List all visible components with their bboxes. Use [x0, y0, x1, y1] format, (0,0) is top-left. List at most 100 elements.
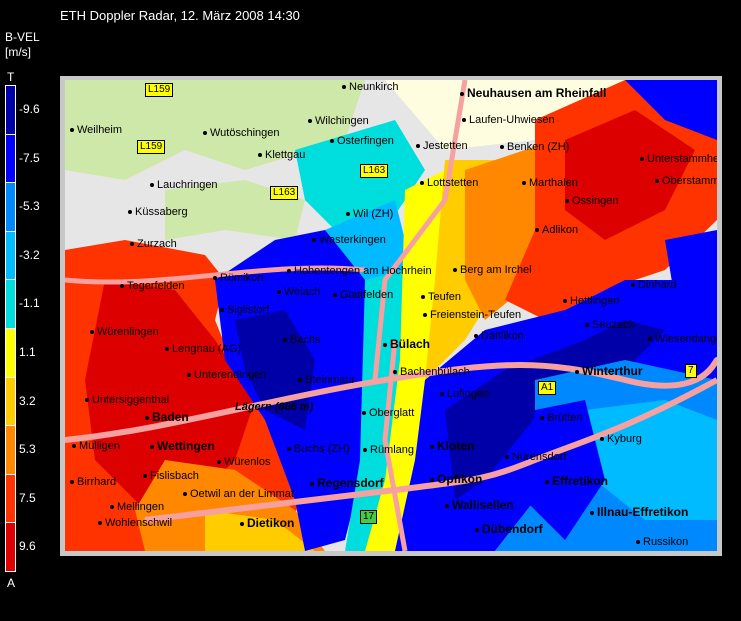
- place-label: Wettingen: [150, 440, 215, 453]
- place-label: Weiach: [277, 286, 320, 299]
- place-label: Lengnau (AG): [165, 343, 241, 356]
- legend-swatch: 9.6: [5, 522, 36, 572]
- place-label: Benken (ZH): [500, 141, 569, 154]
- place-label: Bachenbülach: [393, 366, 470, 379]
- place-label: Oberstammheim: [655, 175, 717, 188]
- place-label: Tegerfelden: [120, 280, 185, 293]
- legend-label: 7.5: [19, 490, 36, 505]
- place-label: Weilheim: [70, 124, 122, 137]
- place-label: Teufen: [421, 291, 461, 304]
- place-label: Wallisellen: [445, 499, 514, 512]
- echo-region: [625, 80, 717, 140]
- place-label: Russikon: [636, 536, 688, 549]
- legend-swatch: -7.5: [5, 133, 40, 183]
- legend-unit: [m/s]: [5, 45, 31, 59]
- legend-label: -3.2: [19, 247, 40, 262]
- place-label: Ossingen: [565, 195, 618, 208]
- legend-label: 1.1: [19, 344, 36, 359]
- legend-swatch: -1.1: [5, 279, 40, 328]
- place-label: Adlikon: [535, 224, 578, 237]
- place-label: Wutöschingen: [203, 127, 280, 140]
- legend-swatch: 3.2: [5, 376, 36, 426]
- place-label: Wiesendangen: [648, 333, 717, 346]
- place-label: Rümikon: [213, 272, 263, 285]
- page-title: ETH Doppler Radar, 12. März 2008 14:30: [60, 8, 300, 23]
- place-label: Fislisbach: [143, 470, 199, 483]
- road-label: A1: [538, 381, 557, 395]
- place-label: Baden: [145, 411, 189, 424]
- legend-bottom-label: A: [7, 576, 16, 590]
- road-label: L163: [270, 186, 299, 200]
- place-label: Zurzach: [130, 238, 177, 251]
- place-label: Buchs (ZH): [287, 443, 350, 456]
- echo-region: [525, 400, 605, 540]
- place-label: Opfikon: [430, 473, 482, 486]
- place-label: Dättlikon: [474, 330, 524, 343]
- place-label: Illnau-Effretikon: [590, 506, 688, 519]
- place-label: Lottstetten: [420, 177, 478, 190]
- road-label: 7: [685, 364, 697, 378]
- road-label: L159: [145, 83, 174, 97]
- road-line: [65, 357, 717, 443]
- place-label: Jestetten: [416, 140, 468, 153]
- road-label: 17: [360, 510, 378, 524]
- place-label: Untersiggenthal: [85, 394, 169, 407]
- place-label: Glattfelden: [333, 289, 393, 302]
- place-label: Laufen-Uhwiesen: [462, 114, 555, 127]
- place-label: Kloten: [430, 440, 474, 453]
- place-label: Marthalen: [522, 177, 578, 190]
- place-label: Kyburg: [600, 433, 642, 446]
- legend-label: -5.3: [19, 199, 40, 214]
- legend-quantity: B-VEL: [5, 30, 40, 44]
- place-label: Würenlingen: [90, 326, 159, 339]
- place-label: Dinhard: [631, 279, 677, 292]
- legend-label: -9.6: [19, 102, 40, 116]
- place-label: Berg am Irchel: [453, 264, 532, 277]
- place-label: Seuzach: [585, 319, 635, 332]
- place-label: Brütten: [540, 412, 582, 425]
- place-label: Bachs: [283, 334, 321, 347]
- place-label: Würenlos: [217, 456, 270, 469]
- place-label: Bülach: [383, 338, 430, 351]
- place-label: Oetwil an der Limmat: [183, 488, 294, 501]
- radar-map-frame: L159 L159 L163 L163 A1 17 7 Neunkirch Neu…: [60, 76, 722, 556]
- legend-label: 5.3: [19, 442, 36, 457]
- legend-label: -1.1: [19, 296, 40, 311]
- legend-swatch: -9.6: [5, 85, 40, 134]
- legend-label: 9.6: [19, 539, 36, 554]
- place-label: Oberglatt: [362, 407, 414, 420]
- place-label: Neunkirch: [342, 81, 399, 94]
- legend-swatch: -5.3: [5, 182, 40, 231]
- echo-region: [205, 510, 315, 551]
- legend-top-label: T: [7, 70, 15, 84]
- place-label: Wilchingen: [308, 115, 369, 128]
- place-label: Wohlenschwil: [98, 517, 172, 530]
- place-label: Dübendorf: [475, 523, 543, 536]
- place-label: Lauchringen: [150, 179, 218, 192]
- place-label: Dietikon: [240, 517, 294, 530]
- road-line: [382, 339, 408, 551]
- place-label: Hohentengen am Hochrhein: [287, 265, 432, 278]
- radar-map[interactable]: L159 L159 L163 L163 A1 17 7 Neunkirch Neu…: [65, 80, 717, 551]
- place-label: Klettgau: [258, 149, 305, 162]
- place-label: Rümlang: [363, 444, 414, 457]
- legend-label: -7.5: [19, 150, 40, 165]
- place-label: Birrhard: [70, 476, 116, 489]
- legend-title: B-VEL [m/s]: [5, 30, 40, 60]
- place-label: Effretikon: [545, 475, 608, 488]
- place-label: Küssaberg: [128, 206, 188, 219]
- legend-swatch: 1.1: [5, 327, 36, 377]
- color-legend: -9.6 -7.5 -5.3 -3.2 -1.1 1.1 3.2 5.3 7.5 9.6: [5, 85, 40, 572]
- place-label: Freienstein-Teufen: [423, 309, 521, 322]
- place-label: Mülligen: [72, 440, 120, 453]
- legend-label: 3.2: [19, 393, 36, 408]
- place-label: Lufingen: [440, 388, 489, 401]
- place-label: Neuhausen am Rheinfall: [460, 87, 606, 100]
- place-label: Regensdorf: [310, 477, 384, 490]
- legend-swatch: 7.5: [5, 473, 36, 523]
- place-label: Winterthur: [575, 365, 643, 378]
- road-label: L159: [137, 140, 166, 154]
- place-label: Unterstammheim: [640, 153, 717, 166]
- road-label: L163: [360, 164, 389, 178]
- place-label: Mellingen: [110, 501, 164, 514]
